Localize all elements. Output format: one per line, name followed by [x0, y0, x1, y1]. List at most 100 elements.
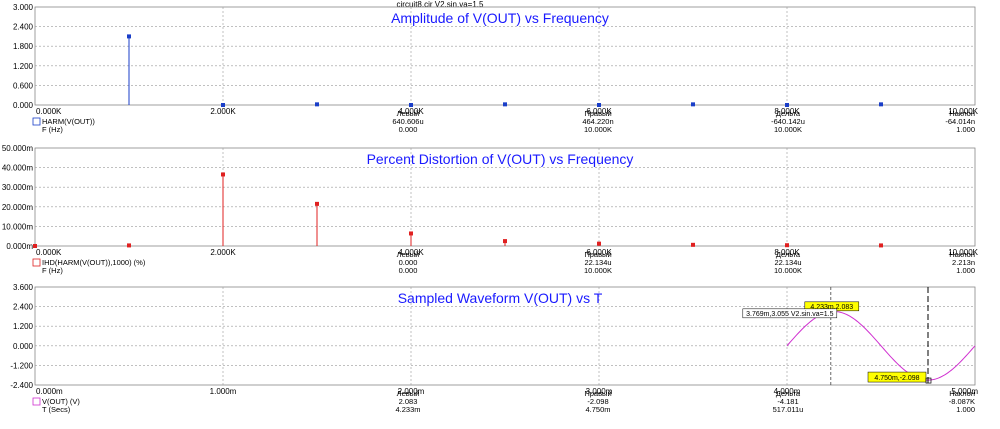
y-tick-label: 0.000	[13, 101, 34, 110]
amplitude-title: Amplitude of V(OUT) vs Frequency	[391, 10, 609, 26]
legend-column-header: Левый	[397, 109, 420, 118]
cursor-left-label: 4.233m,2.083	[810, 304, 853, 311]
x-tick-label: 2.000m	[398, 387, 425, 396]
distortion-title: Percent Distortion of V(OUT) vs Frequenc…	[367, 151, 634, 167]
y-tick-label: 3.000	[13, 3, 34, 12]
legend-value-x: 1.000	[956, 266, 975, 275]
legend-value-x: 4.233m	[395, 405, 420, 414]
bar-point	[597, 241, 601, 246]
y-tick-label: 1.800	[13, 42, 34, 51]
bar-point	[691, 242, 695, 247]
x-tick-label: 6.000K	[586, 107, 612, 116]
legend-value-x: 0.000	[399, 266, 418, 275]
waveform-plot[interactable]: Sampled Waveform V(OUT) vs T 4.233m,2.08…	[10, 283, 978, 396]
bar-point	[409, 103, 413, 107]
legend-column-header: Левый	[397, 250, 420, 259]
x-tick-label: 5.000m	[951, 387, 978, 396]
x-tick-label: 10.000K	[948, 107, 978, 116]
window-title: circuit8.cir V2.sin.va=1.5	[397, 0, 484, 9]
amplitude-plot[interactable]: Amplitude of V(OUT) vs Frequency 0.0000.…	[13, 3, 979, 116]
legend-value-y: 0.000	[399, 258, 418, 267]
x-tick-label: 0.000m	[36, 387, 63, 396]
bar-point	[785, 103, 789, 107]
trace-label[interactable]: IHD(HARM(V(OUT)),1000) (%)	[42, 258, 146, 267]
x-tick-label: 3.000m	[586, 387, 613, 396]
bar-point	[879, 243, 883, 248]
legend-value-y: 464.220n	[582, 117, 613, 126]
legend-column-header: Дельта	[776, 109, 801, 118]
legend-column-header: Левый	[397, 389, 420, 398]
y-tick-label: 2.400	[13, 23, 34, 32]
distortion-legend: Левый Правый Дельта Наклон IHD(HARM(V(OUT)),…	[32, 250, 975, 275]
legend-value-x: 4.750m	[585, 405, 610, 414]
legend-value-x: 10.000K	[584, 266, 612, 275]
legend-column-header: Правый	[584, 389, 611, 398]
x-tick-label: 4.000K	[398, 248, 424, 257]
bar-point	[879, 102, 883, 107]
legend-value-y: -2.098	[587, 397, 608, 406]
x-tick-label: 2.000K	[210, 107, 236, 116]
y-tick-label: 10.000m	[2, 222, 33, 231]
x-tick-label: 8.000K	[774, 107, 800, 116]
y-tick-label: 2.400	[13, 303, 34, 312]
axis-label: T (Secs)	[42, 405, 71, 414]
x-tick-label: 0.000K	[36, 107, 62, 116]
legend-value-y: 640.606u	[392, 117, 423, 126]
bar-point	[503, 239, 507, 244]
legend-value-y: 22.134u	[774, 258, 801, 267]
x-tick-label: 6.000K	[586, 248, 612, 257]
distortion-plot[interactable]: Percent Distortion of V(OUT) vs Frequenc…	[2, 144, 979, 257]
y-tick-label: 20.000m	[2, 203, 33, 212]
bar-point	[785, 243, 789, 248]
tooltip-box	[742, 308, 838, 319]
legend-value-x: 10.000K	[774, 125, 802, 134]
legend-column-header: Наклон	[949, 389, 975, 398]
legend-column-header: Дельта	[776, 389, 801, 398]
legend-column-header: Дельта	[776, 250, 801, 259]
y-tick-label: -1.200	[10, 361, 33, 370]
bar-point	[315, 201, 319, 206]
x-tick-label: 4.000m	[774, 387, 801, 396]
amplitude-legend: Левый Правый Дельта Наклон HARM(V(OUT)) 640.6…	[32, 109, 975, 134]
trace-color-box[interactable]	[32, 397, 41, 406]
trace-label[interactable]: V(OUT) (V)	[42, 397, 80, 406]
y-tick-label: 1.200	[13, 322, 34, 331]
bar-point	[691, 102, 695, 107]
bar-point	[33, 244, 37, 248]
trace-color-box[interactable]	[32, 258, 41, 267]
y-tick-label: 0.000	[13, 342, 34, 351]
legend-column-header: Наклон	[949, 250, 975, 259]
cursor-right-label-box	[867, 371, 927, 383]
bar-point	[503, 102, 507, 107]
legend-column-header: Наклон	[949, 109, 975, 118]
legend-value-x: 1.000	[956, 405, 975, 414]
trace-color-box[interactable]	[32, 117, 41, 126]
x-tick-label: 2.000K	[210, 248, 236, 257]
y-tick-label: 1.200	[13, 62, 34, 71]
legend-value-y: 2.083	[399, 397, 418, 406]
tooltip-text: 3.769m,3.055 V2.sin.va=1.5	[746, 311, 833, 318]
legend-value-y: -4.181	[777, 397, 798, 406]
bar-point	[409, 231, 413, 236]
legend-value-x: 517.011u	[773, 405, 804, 414]
axis-label: F (Hz)	[42, 266, 63, 275]
legend-value-y: -640.142u	[771, 117, 805, 126]
cursor-right-label: 4.750m,-2.098	[874, 375, 919, 382]
legend-column-header: Правый	[584, 109, 611, 118]
y-tick-label: 30.000m	[2, 183, 33, 192]
cursor-right-marker	[925, 377, 932, 384]
axis-label: F (Hz)	[42, 125, 63, 134]
legend-value-y: -8.087K	[949, 397, 975, 406]
x-tick-label: 0.000K	[36, 248, 62, 257]
trace-label[interactable]: HARM(V(OUT))	[42, 117, 95, 126]
legend-value-y: 2.213n	[952, 258, 975, 267]
legend-value-x: 0.000	[399, 125, 418, 134]
y-tick-label: 0.600	[13, 81, 34, 90]
bar-point	[221, 103, 225, 107]
bar-point	[127, 34, 131, 39]
legend-value-x: 10.000K	[584, 125, 612, 134]
legend-value-x: 10.000K	[774, 266, 802, 275]
y-tick-label: 3.600	[13, 283, 34, 292]
x-tick-label: 1.000m	[210, 387, 237, 396]
legend-column-header: Правый	[584, 250, 611, 259]
